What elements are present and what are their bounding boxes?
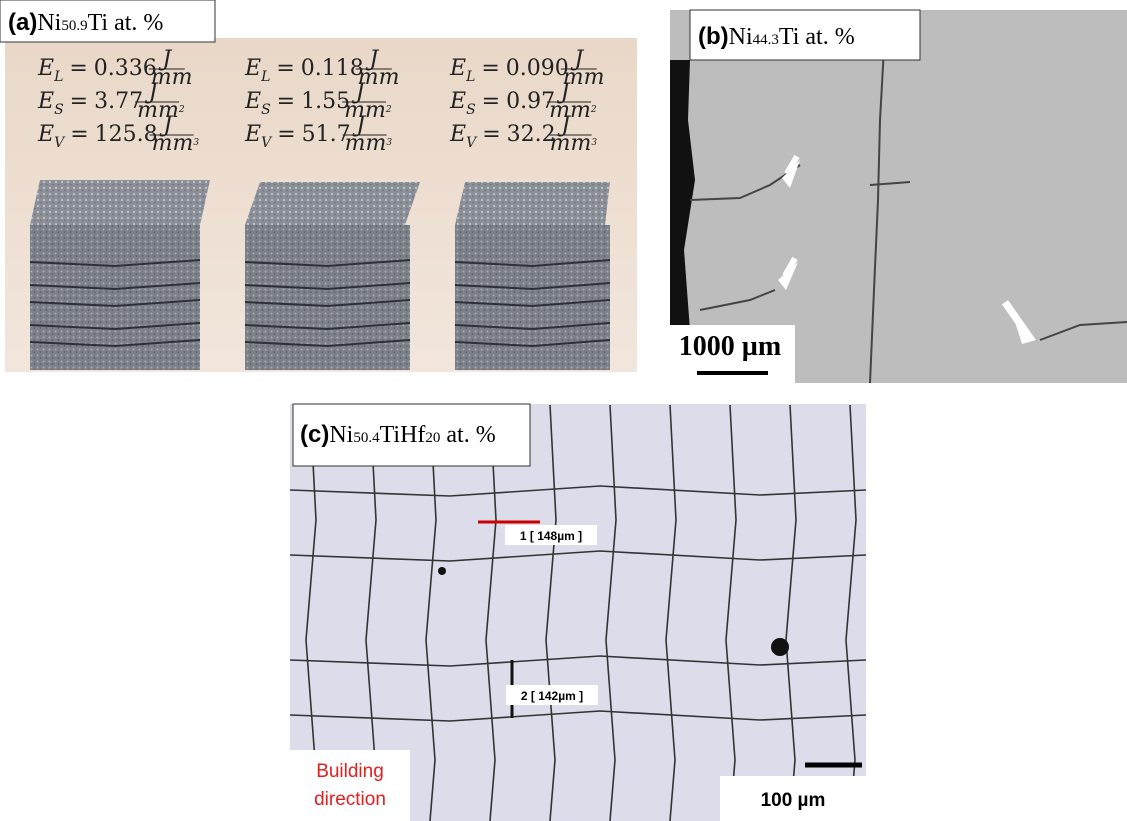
symbol: E: [37, 56, 54, 81]
exponent: 3: [591, 138, 597, 148]
value: 0.336: [94, 56, 157, 81]
panel-letter: (a): [8, 9, 37, 36]
relation: =: [482, 89, 500, 114]
scale-label: 1000 µm: [679, 331, 781, 362]
relation: =: [481, 56, 499, 81]
relation: =: [70, 89, 88, 114]
value: 0.118: [301, 56, 364, 81]
unit: mm: [137, 98, 179, 123]
composition-text: Ni: [37, 10, 61, 36]
relation: =: [277, 89, 295, 114]
composition-text: Ni: [729, 24, 753, 50]
value: 0.090: [506, 56, 569, 81]
unit: mm: [550, 131, 592, 156]
exponent: 3: [193, 138, 199, 148]
relation: =: [70, 122, 88, 147]
symbol: E: [244, 56, 261, 81]
direction-label: Building: [316, 761, 384, 782]
subscript: 50.4: [353, 430, 380, 446]
cubes: [30, 180, 610, 370]
symbol: E: [449, 122, 466, 147]
subscript: L: [260, 69, 270, 85]
exponent: 2: [178, 105, 185, 115]
subscript: S: [466, 102, 476, 118]
composition-text: TiHf: [380, 422, 426, 448]
unit-denominator: mm3: [152, 131, 200, 156]
figure: (a)Ni50.9Ti at. % EL=0.336JmmEL=0.118Jmm…: [0, 0, 1127, 821]
unit-denominator: mm3: [345, 131, 393, 156]
subscript: S: [54, 102, 64, 118]
subscript: L: [465, 69, 475, 85]
symbol: E: [37, 122, 54, 147]
scale-label: 100 µm: [761, 790, 826, 811]
unit-denominator: mm2: [549, 98, 597, 123]
panel-letter: (b): [698, 23, 729, 50]
relation: =: [276, 56, 294, 81]
relation: =: [69, 56, 87, 81]
unit: mm: [345, 131, 387, 156]
symbol: E: [37, 89, 54, 114]
exponent: 2: [385, 105, 392, 115]
measurement: 1 [ 148µm ]: [520, 529, 582, 543]
symbol: E: [244, 89, 261, 114]
composition-text: Ni: [329, 422, 353, 448]
pore: [438, 567, 446, 575]
exponent: 3: [386, 138, 392, 148]
unit-denominator: mm3: [550, 131, 598, 156]
symbol: E: [449, 56, 466, 81]
subscript: 20: [425, 430, 440, 446]
subscript: S: [261, 102, 271, 118]
composition-text: Ti at. %: [779, 24, 855, 50]
direction-label: direction: [314, 789, 386, 810]
panel-c-label: (c)Ni50.4TiHf20 at. %: [300, 421, 496, 448]
subscript: 50.9: [61, 18, 87, 34]
unit-denominator: mm2: [344, 98, 392, 123]
composition-text: at. %: [440, 422, 495, 448]
pore: [771, 638, 789, 656]
exponent: 2: [590, 105, 597, 115]
value: 125.8: [95, 122, 158, 147]
composition-text: Ti at. %: [88, 10, 164, 36]
relation: =: [277, 122, 295, 147]
unit: mm: [152, 131, 194, 156]
unit-denominator: mm2: [137, 98, 185, 123]
subscript: 44.3: [753, 32, 779, 48]
relation: =: [482, 122, 500, 147]
symbol: E: [449, 89, 466, 114]
measurement: 2 [ 142µm ]: [521, 689, 583, 703]
panel-letter: (c): [300, 421, 329, 448]
subscript: L: [53, 69, 63, 85]
symbol: E: [244, 122, 261, 147]
